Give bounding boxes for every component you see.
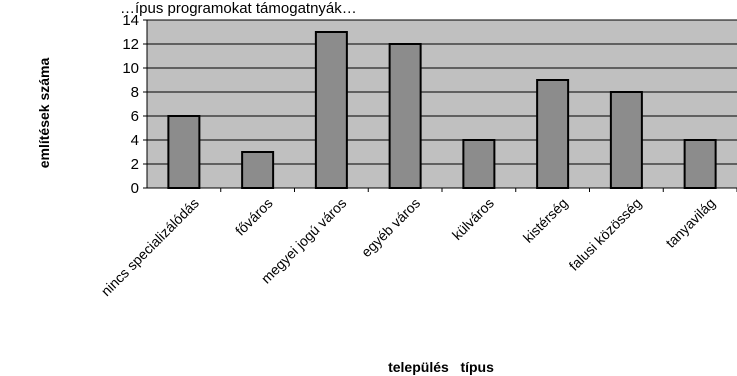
- x-category-label: egyéb város: [358, 195, 423, 260]
- bar: [462, 139, 496, 189]
- y-tick-label: 8: [131, 84, 139, 101]
- y-tick-label: 10: [122, 60, 139, 77]
- x-category-label: főváros: [232, 195, 276, 239]
- x-category-label: nincs specializálódás: [98, 195, 202, 299]
- bar: [683, 139, 717, 189]
- y-tick-label: 0: [131, 180, 139, 197]
- bar: [241, 151, 275, 189]
- x-axis-label: település típus: [388, 359, 494, 375]
- x-category-label: külváros: [449, 195, 497, 243]
- y-axis-ticks: 0 2 4 6 8 10 12 14: [122, 12, 147, 197]
- bar: [314, 31, 348, 189]
- chart-top-text: …ípus programokat támogatnyák…: [120, 0, 357, 17]
- gridlines: [147, 19, 737, 165]
- x-category-label: falusi közösség: [565, 195, 644, 274]
- bar: [167, 115, 201, 189]
- plot-area: [147, 20, 737, 188]
- x-category-label: tanyavilág: [662, 195, 718, 251]
- y-tick-label: 2: [131, 156, 139, 173]
- y-tick-label: 6: [131, 108, 139, 125]
- bar: [536, 79, 570, 189]
- y-axis-label: említések száma: [36, 58, 52, 169]
- x-category-label: kistérség: [520, 195, 571, 246]
- y-tick-label: 4: [131, 132, 139, 149]
- y-tick-label: 12: [122, 36, 139, 53]
- y-tick-label: 14: [122, 12, 139, 29]
- bar: [609, 91, 643, 189]
- bar: [388, 43, 422, 189]
- bars: [167, 31, 717, 189]
